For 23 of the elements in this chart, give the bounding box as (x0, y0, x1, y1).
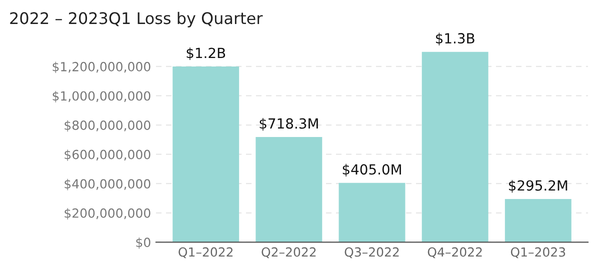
y-tick-label: $200,000,000 (64, 208, 150, 220)
y-tick-label: $600,000,000 (64, 150, 150, 161)
data-label: $1.3B (436, 32, 474, 46)
bar (256, 136, 322, 242)
y-tick-label: $0 (136, 237, 150, 249)
y-tick-label: $1,200,000,000 (52, 62, 150, 74)
bar (422, 52, 488, 242)
bar (504, 198, 572, 242)
data-label: $718.3M (260, 118, 318, 131)
x-tick-label: Q1–2022 (178, 247, 233, 258)
bar (172, 66, 240, 242)
bar (338, 182, 406, 242)
x-tick-label: Q4–2022 (428, 247, 482, 258)
x-tick-label: Q2–2022 (262, 247, 316, 258)
y-tick-label: $1,000,000,000 (52, 90, 150, 102)
y-tick-label: $800,000,000 (64, 120, 150, 132)
data-label: $405.0M (342, 164, 401, 176)
data-label: $1.2B (186, 47, 226, 60)
x-tick-label: Q1–2023 (510, 247, 566, 258)
x-tick-label: Q3–2022 (344, 247, 399, 258)
chart-title: 2022 – 2023Q1 Loss by Quarter (10, 12, 263, 28)
y-tick-label: $400,000,000 (64, 178, 150, 190)
data-label: $295.2M (509, 180, 568, 193)
